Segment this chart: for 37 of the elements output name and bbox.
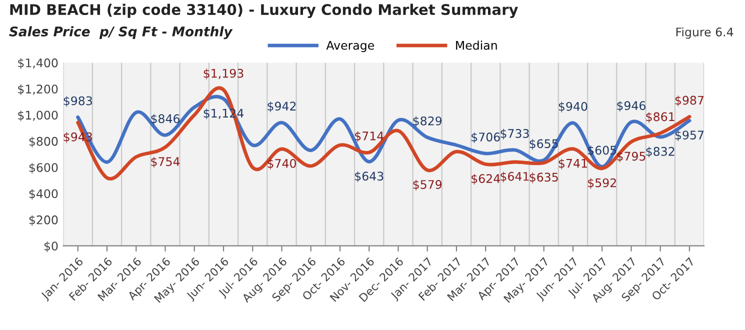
data-label: $829 [413, 116, 442, 127]
data-label: $754 [151, 156, 180, 168]
data-label: $643 [355, 171, 384, 182]
data-label: $741 [558, 158, 587, 170]
data-label: $1,193 [204, 68, 244, 80]
chart-title: MID BEACH (zip code 33140) - Luxury Condo Market Summary [10, 4, 518, 18]
chart-subtitle: Sales Price p/ Sq Ft - Monthly [9, 26, 233, 40]
y-tick-label: $1,400 [18, 58, 58, 69]
data-label: $795 [617, 152, 646, 162]
data-label: $983 [64, 96, 92, 107]
y-tick-label: $1,200 [18, 84, 58, 96]
data-label: $579 [413, 180, 442, 191]
data-label: $832 [646, 146, 674, 158]
data-label: $714 [355, 131, 384, 142]
data-label: $846 [151, 114, 180, 125]
data-label: $942 [268, 101, 296, 112]
y-tick-label: $1,000 [18, 110, 58, 122]
legend-label: Average [326, 41, 374, 52]
data-label: $706 [472, 132, 500, 144]
legend-label: Median [456, 40, 497, 50]
data-label: $946 [617, 100, 646, 112]
data-label: $940 [558, 102, 588, 112]
y-tick-label: $800 [29, 136, 58, 148]
y-tick-label: $600 [29, 162, 58, 174]
data-label: $740 [268, 158, 296, 170]
data-label: $635 [530, 172, 558, 184]
y-tick-label: $200 [29, 215, 58, 226]
data-label: $861 [646, 112, 674, 123]
y-tick-label: $400 [29, 189, 58, 200]
data-label: $592 [588, 178, 616, 189]
data-label: $957 [675, 130, 704, 142]
data-label: $641 [500, 172, 529, 182]
data-label: $987 [675, 96, 704, 106]
caption: Figure 6.4 [676, 27, 734, 39]
data-label: $624 [472, 174, 500, 185]
data-label: $733 [500, 128, 529, 140]
y-tick-label: $0 [44, 241, 58, 252]
